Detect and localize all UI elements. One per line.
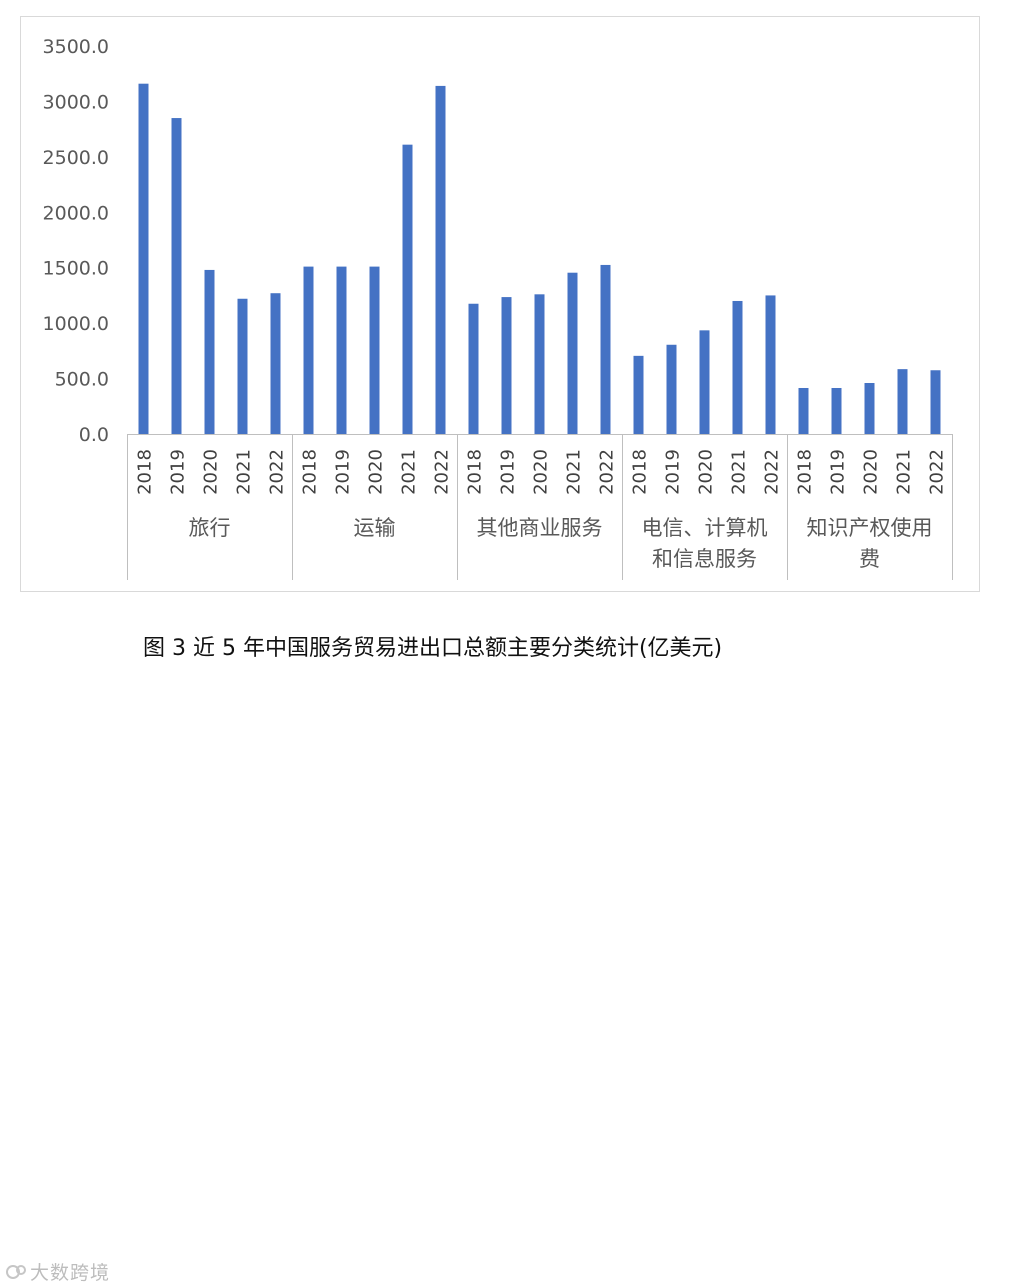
x-tick-label-year: 2018 xyxy=(465,449,486,495)
x-tick-label-year: 2020 xyxy=(861,449,882,495)
category-label: 费 xyxy=(859,547,880,571)
bar xyxy=(930,370,941,434)
x-tick-label-year: 2022 xyxy=(927,449,948,495)
y-tick-label: 3000.0 xyxy=(43,91,109,113)
x-tick-label-year: 2020 xyxy=(366,449,387,495)
bar xyxy=(138,83,149,434)
category-label: 电信、计算机 xyxy=(642,516,768,540)
category-label: 知识产权使用 xyxy=(807,516,933,540)
bar xyxy=(831,387,842,434)
category-label: 和信息服务 xyxy=(652,547,757,571)
bar xyxy=(204,269,215,434)
bar xyxy=(369,266,380,434)
y-tick-label: 2000.0 xyxy=(43,202,109,224)
category-label: 旅行 xyxy=(189,516,231,540)
y-tick-label: 3500.0 xyxy=(43,36,109,58)
x-tick-label-year: 2018 xyxy=(795,449,816,495)
bar xyxy=(468,303,479,434)
bar xyxy=(501,297,512,434)
bar xyxy=(237,298,248,434)
x-tick-label-year: 2021 xyxy=(399,449,420,495)
bar xyxy=(699,330,710,434)
category-label: 运输 xyxy=(354,516,396,540)
x-tick-label-year: 2020 xyxy=(696,449,717,495)
x-tick-label-year: 2021 xyxy=(729,449,750,495)
x-tick-label-year: 2022 xyxy=(762,449,783,495)
x-tick-label-year: 2021 xyxy=(234,449,255,495)
bar xyxy=(732,300,743,434)
bar xyxy=(336,266,347,434)
bar xyxy=(897,369,908,434)
x-tick-label-year: 2022 xyxy=(597,449,618,495)
y-tick-label: 2500.0 xyxy=(43,147,109,169)
bar xyxy=(567,272,578,434)
x-tick-label-year: 2019 xyxy=(168,449,189,495)
x-tick-label-year: 2019 xyxy=(333,449,354,495)
x-tick-label-year: 2019 xyxy=(663,449,684,495)
bar xyxy=(270,293,281,434)
x-tick-label-year: 2020 xyxy=(531,449,552,495)
bar xyxy=(171,118,182,435)
watermark-text: 大数跨境 xyxy=(30,1262,111,1284)
bar xyxy=(303,266,314,434)
category-label: 其他商业服务 xyxy=(477,516,603,540)
bar xyxy=(864,383,875,434)
bar xyxy=(435,85,446,434)
y-tick-label: 500.0 xyxy=(55,369,109,391)
bar xyxy=(534,294,545,434)
x-tick-label-year: 2018 xyxy=(135,449,156,495)
bar xyxy=(666,344,677,434)
chart-frame: 0.0 500.0 1000.0 1500.0 2000.0 2500.0 3000.0 35… xyxy=(20,16,980,592)
y-tick-label: 0.0 xyxy=(79,424,109,446)
x-tick-label-year: 2019 xyxy=(498,449,519,495)
x-tick-label-year: 2019 xyxy=(828,449,849,495)
bar-chart: 0.0 500.0 1000.0 1500.0 2000.0 2500.0 3000.0 35… xyxy=(43,36,953,580)
figure-caption-area: 大数跨境 图 3 近 5 年中国服务贸易进出口总额主要分类统计(亿美元) xyxy=(0,626,1018,1284)
x-tick-label-year: 2018 xyxy=(300,449,321,495)
bar xyxy=(633,355,644,434)
x-tick-label-year: 2020 xyxy=(201,449,222,495)
y-tick-label: 1000.0 xyxy=(43,313,109,335)
x-tick-label-year: 2022 xyxy=(267,449,288,495)
bar xyxy=(798,387,809,434)
x-tick-label-year: 2022 xyxy=(432,449,453,495)
bar xyxy=(402,144,413,435)
bar xyxy=(765,295,776,434)
x-tick-label-year: 2018 xyxy=(630,449,651,495)
x-tick-label-year: 2021 xyxy=(894,449,915,495)
bar xyxy=(600,264,611,434)
watermark: 大数跨境 xyxy=(6,1258,110,1285)
y-tick-label: 1500.0 xyxy=(43,258,109,280)
watermark-logo-icon xyxy=(6,1265,26,1279)
figure-caption: 图 3 近 5 年中国服务贸易进出口总额主要分类统计(亿美元) xyxy=(143,636,723,661)
x-tick-label-year: 2021 xyxy=(564,449,585,495)
